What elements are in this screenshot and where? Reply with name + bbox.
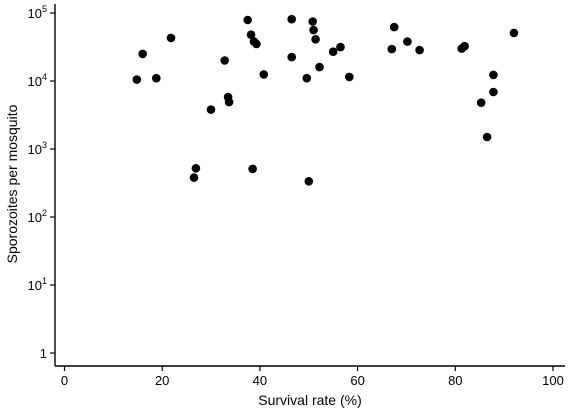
data-points xyxy=(132,14,519,186)
data-point xyxy=(476,98,486,107)
data-point xyxy=(311,35,320,44)
x-axis-ticks: 0 20 40 60 80 100 xyxy=(61,366,564,388)
data-point xyxy=(308,17,318,26)
data-point xyxy=(304,177,314,186)
data-point xyxy=(287,14,297,24)
x-axis-title: Survival rate (%) xyxy=(258,392,361,408)
y-tick-label: 105 xyxy=(28,4,47,21)
data-point xyxy=(152,73,161,83)
data-point xyxy=(252,39,261,49)
x-tick-label: 40 xyxy=(253,373,267,388)
axes xyxy=(54,4,565,367)
data-point xyxy=(132,75,142,84)
y-axis-ticks: 1 101 102 103 104 105 xyxy=(28,4,55,361)
x-tick-label: 0 xyxy=(61,373,68,388)
y-tick-label: 104 xyxy=(28,72,47,89)
data-point xyxy=(206,105,216,114)
data-point xyxy=(243,15,252,25)
data-point xyxy=(389,22,399,32)
y-axis-title: Sporozoites per mosquito xyxy=(4,104,20,263)
data-point xyxy=(482,132,492,142)
data-point xyxy=(509,28,519,38)
data-point xyxy=(403,37,412,46)
x-tick-label: 20 xyxy=(155,373,169,388)
y-tick-label: 102 xyxy=(28,208,47,225)
y-tick-label: 103 xyxy=(28,140,47,157)
data-point xyxy=(460,41,469,51)
data-point xyxy=(138,49,147,59)
data-point xyxy=(489,87,498,97)
x-tick-label: 60 xyxy=(350,373,364,388)
data-point xyxy=(336,42,345,52)
data-point xyxy=(191,164,201,173)
data-point xyxy=(189,173,199,182)
data-point xyxy=(248,164,257,174)
data-point xyxy=(309,25,318,35)
data-point xyxy=(387,44,397,54)
y-tick-label: 1 xyxy=(40,346,47,361)
data-point xyxy=(315,62,324,72)
data-point xyxy=(287,52,297,62)
data-point xyxy=(328,47,338,56)
data-point xyxy=(259,70,269,79)
data-point xyxy=(220,56,229,65)
data-point xyxy=(345,72,354,82)
data-point xyxy=(415,45,424,55)
data-point xyxy=(224,97,234,107)
x-tick-label: 80 xyxy=(448,373,462,388)
x-tick-label: 100 xyxy=(542,373,564,388)
y-tick-label: 101 xyxy=(28,276,47,293)
data-point xyxy=(166,33,176,43)
data-point xyxy=(302,73,312,83)
data-point xyxy=(246,30,256,39)
data-point xyxy=(489,70,498,80)
